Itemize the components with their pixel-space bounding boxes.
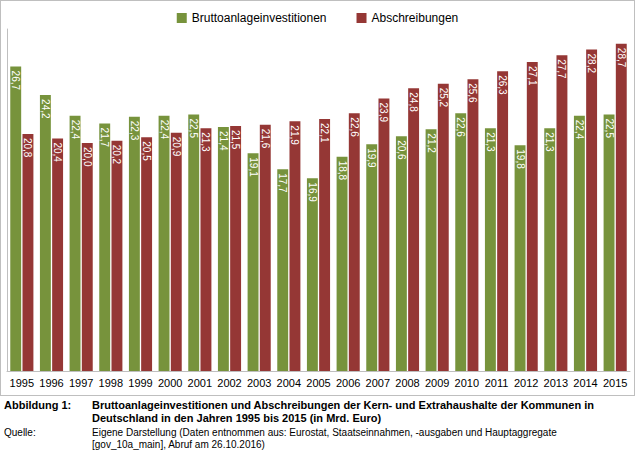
svg-text:25,2: 25,2: [438, 88, 449, 108]
svg-text:19,1: 19,1: [248, 157, 259, 177]
svg-text:2006: 2006: [336, 377, 360, 389]
svg-text:2005: 2005: [306, 377, 330, 389]
svg-text:2015: 2015: [603, 377, 627, 389]
svg-text:21,9: 21,9: [289, 125, 300, 145]
svg-text:2013: 2013: [544, 377, 568, 389]
svg-text:21,3: 21,3: [544, 132, 555, 152]
svg-text:1997: 1997: [69, 377, 93, 389]
svg-text:22,4: 22,4: [159, 120, 170, 140]
svg-text:28,2: 28,2: [586, 54, 597, 74]
svg-text:21,3: 21,3: [485, 132, 496, 152]
svg-text:20,4: 20,4: [52, 142, 63, 162]
svg-text:2003: 2003: [247, 377, 271, 389]
svg-text:2014: 2014: [573, 377, 597, 389]
svg-text:2000: 2000: [158, 377, 182, 389]
svg-text:26,3: 26,3: [497, 75, 508, 95]
svg-text:22,5: 22,5: [604, 119, 615, 139]
svg-text:22,3: 22,3: [129, 121, 140, 141]
svg-text:2011: 2011: [485, 377, 509, 389]
svg-text:20,6: 20,6: [396, 140, 407, 160]
svg-text:21,4: 21,4: [218, 131, 229, 151]
html-text:Abbildung 1:: Abbildung 1:: [4, 399, 72, 411]
svg-text:27,1: 27,1: [527, 66, 538, 86]
svg-text:Abschreibungen: Abschreibungen: [372, 11, 459, 25]
svg-text:2008: 2008: [395, 377, 419, 389]
svg-text:1999: 1999: [128, 377, 152, 389]
svg-text:21,5: 21,5: [230, 130, 241, 150]
svg-text:23,9: 23,9: [378, 103, 389, 123]
svg-text:2009: 2009: [425, 377, 449, 389]
svg-text:22,4: 22,4: [70, 120, 81, 140]
svg-text:22,1: 22,1: [319, 123, 330, 143]
svg-text:19,9: 19,9: [366, 148, 377, 168]
svg-text:2002: 2002: [217, 377, 241, 389]
svg-text:1996: 1996: [39, 377, 63, 389]
svg-text:24,2: 24,2: [40, 99, 51, 119]
svg-text:28,7: 28,7: [616, 48, 627, 68]
html-text:Eigene Darstellung (Daten entn: Eigene Darstellung (Daten entnommen aus:…: [92, 427, 557, 450]
svg-text:21,3: 21,3: [200, 132, 211, 152]
svg-text:21,7: 21,7: [99, 128, 110, 148]
svg-text:24,8: 24,8: [408, 92, 419, 112]
svg-text:Bruttoanlageinvestitionen: Bruttoanlageinvestitionen: [192, 11, 327, 25]
svg-text:2001: 2001: [188, 377, 212, 389]
svg-text:25,6: 25,6: [467, 83, 478, 103]
svg-text:20,9: 20,9: [171, 137, 182, 157]
svg-text:2012: 2012: [514, 377, 538, 389]
svg-text:20,2: 20,2: [111, 145, 122, 165]
svg-text:16,9: 16,9: [307, 182, 318, 202]
svg-text:22,6: 22,6: [455, 117, 466, 137]
html-text:Bruttoanlageinvestitionen und: Bruttoanlageinvestitionen und Abschreibu…: [92, 399, 594, 424]
svg-text:21,2: 21,2: [426, 133, 437, 153]
svg-text:22,4: 22,4: [574, 120, 585, 140]
svg-text:17,7: 17,7: [277, 173, 288, 193]
svg-text:22,6: 22,6: [349, 117, 360, 137]
svg-text:27,7: 27,7: [556, 59, 567, 79]
svg-text:18,8: 18,8: [337, 161, 348, 181]
svg-text:21,6: 21,6: [260, 129, 271, 149]
svg-text:20,0: 20,0: [82, 147, 93, 167]
svg-text:2010: 2010: [455, 377, 479, 389]
svg-text:22,5: 22,5: [188, 119, 199, 139]
svg-text:2007: 2007: [366, 377, 390, 389]
svg-text:19,8: 19,8: [515, 149, 526, 169]
svg-text:2004: 2004: [277, 377, 301, 389]
svg-text:1995: 1995: [10, 377, 34, 389]
svg-text:1998: 1998: [99, 377, 123, 389]
html-text:Quelle:: Quelle:: [4, 427, 36, 438]
svg-text:20,5: 20,5: [141, 141, 152, 161]
svg-text:26,7: 26,7: [10, 71, 21, 91]
svg-text:20,8: 20,8: [22, 138, 33, 158]
